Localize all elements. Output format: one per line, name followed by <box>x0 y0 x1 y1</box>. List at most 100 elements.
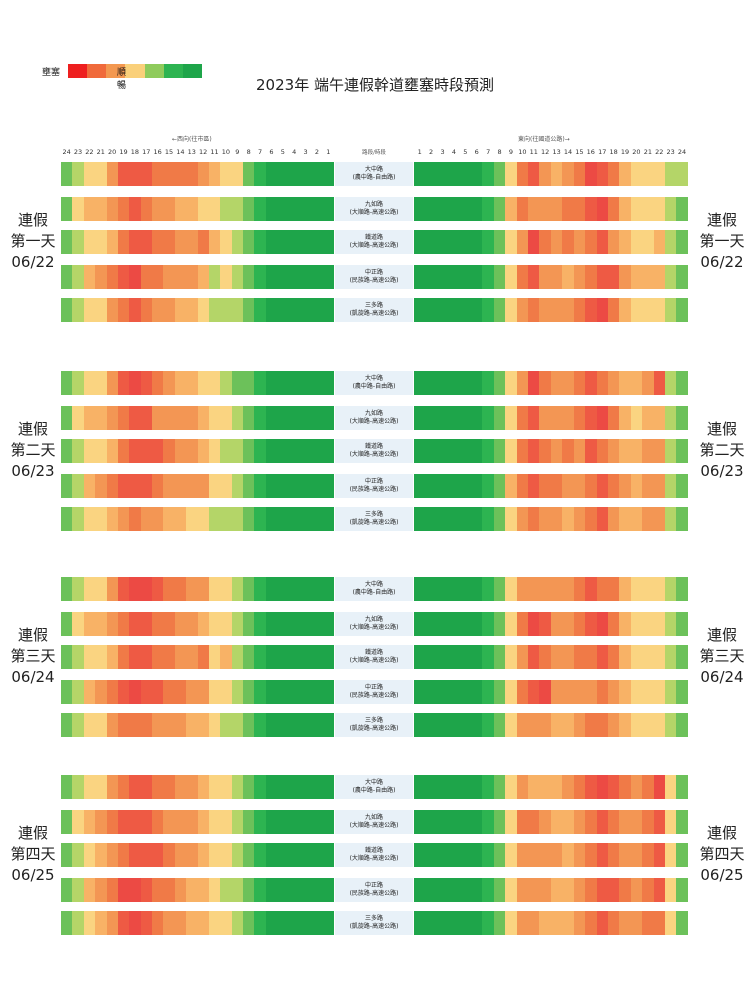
heatmap-cell <box>129 878 141 902</box>
road-name: 九如路 <box>364 616 383 623</box>
heatmap-cell <box>254 406 266 430</box>
heatmap-cell <box>186 713 198 737</box>
day-label-line2: 第二天 <box>10 441 56 459</box>
west-hour-tick: 9 <box>235 148 240 156</box>
heatmap-cell <box>505 230 517 254</box>
heatmap-cell <box>459 298 472 322</box>
heatmap-cell <box>448 474 460 498</box>
heatmap-cell <box>95 197 107 221</box>
road-segment: (凱旋路-高速公路) <box>349 519 399 526</box>
heatmap-cell <box>642 197 654 221</box>
heatmap-cell <box>573 162 586 186</box>
heatmap-cell <box>72 680 84 704</box>
heatmap-cell <box>254 878 266 902</box>
west-hour-tick: 8 <box>246 148 251 156</box>
east-hour-tick: 6 <box>474 148 479 156</box>
heatmap-cell <box>197 612 209 636</box>
heatmap-row: 九如路 (大順路-高速公路) <box>0 197 750 221</box>
heatmap-cell <box>322 474 334 498</box>
legend-swatch <box>68 64 88 78</box>
heatmap-cell <box>528 406 540 430</box>
heatmap-cell <box>231 371 243 395</box>
day-label-right: 連假 第一天 06/22 <box>691 210 750 273</box>
heatmap-cell <box>288 298 300 322</box>
heatmap-cell <box>596 507 608 531</box>
heatmap-cell <box>243 810 255 834</box>
heatmap-cell <box>83 298 96 322</box>
heatmap-cell <box>596 843 608 867</box>
heatmap-cell <box>414 612 426 636</box>
heatmap-cell <box>642 911 654 935</box>
heatmap-cell <box>186 612 198 636</box>
heatmap-cell <box>197 197 209 221</box>
heatmap-cell <box>254 298 266 322</box>
day-label-line1: 連假 <box>706 626 737 644</box>
legend-swatch <box>87 64 107 78</box>
heatmap-cell <box>311 230 323 254</box>
heatmap-cell <box>197 439 209 463</box>
heatmap-cell <box>642 645 654 669</box>
heatmap-cell <box>95 265 107 289</box>
heatmap-cell <box>414 713 426 737</box>
heatmap-cell <box>425 843 437 867</box>
day-label-date: 06/22 <box>700 253 744 271</box>
heatmap-cell <box>550 439 563 463</box>
heatmap-cell <box>208 507 221 531</box>
road-label: 鐵道路 (大順路-高速公路) <box>335 439 413 463</box>
heatmap-cell <box>414 230 426 254</box>
heatmap-cell <box>95 439 107 463</box>
heatmap-cell <box>140 878 152 902</box>
heatmap-cell <box>265 439 278 463</box>
heatmap-cell <box>174 612 187 636</box>
heatmap-cell <box>72 612 84 636</box>
heatmap-cell <box>664 577 677 601</box>
heatmap-cell <box>562 577 574 601</box>
heatmap-row: 三多路 (凱旋路-高速公路) <box>0 507 750 531</box>
heatmap-cell <box>129 371 141 395</box>
heatmap-cell <box>493 612 506 636</box>
heatmap-cell <box>299 878 312 902</box>
heatmap-cell <box>72 843 84 867</box>
heatmap-cell <box>607 645 620 669</box>
heatmap-cell <box>72 645 84 669</box>
road-segment: (農中路-自由路) <box>352 383 396 390</box>
heatmap-cell <box>95 612 107 636</box>
heatmap-cell <box>425 507 437 531</box>
heatmap-cell <box>528 878 540 902</box>
heatmap-cell <box>72 577 84 601</box>
heatmap-cell <box>562 878 574 902</box>
heatmap-cell <box>95 775 107 799</box>
west-hour-tick: 6 <box>269 148 274 156</box>
day-label-line1: 連假 <box>17 211 48 229</box>
heatmap-cell <box>550 474 563 498</box>
heatmap-cell <box>448 162 460 186</box>
heatmap-cell <box>254 507 266 531</box>
west-hour-tick: 23 <box>73 148 83 156</box>
heatmap-cell <box>619 713 631 737</box>
heatmap-cell <box>607 371 620 395</box>
west-hour-tick: 24 <box>62 148 71 156</box>
heatmap-cell <box>607 713 620 737</box>
heatmap-cell <box>664 298 677 322</box>
heatmap-cell <box>220 197 232 221</box>
heatmap-cell <box>448 713 460 737</box>
heatmap-cell <box>117 810 130 834</box>
heatmap-cell <box>83 162 96 186</box>
heatmap-cell <box>436 406 449 430</box>
heatmap-cell <box>231 577 243 601</box>
east-cells <box>414 474 688 498</box>
day-label-line2: 第三天 <box>10 647 56 665</box>
heatmap-cell <box>528 507 540 531</box>
heatmap-cell <box>539 406 551 430</box>
east-hour-tick: 5 <box>463 148 468 156</box>
day-label-left: 連假 第三天 06/24 <box>2 625 64 688</box>
heatmap-cell <box>265 197 278 221</box>
heatmap-cell <box>414 474 426 498</box>
heatmap-cell <box>61 230 73 254</box>
heatmap-cell <box>61 406 73 430</box>
heatmap-cell <box>277 162 289 186</box>
day-label-right: 連假 第四天 06/25 <box>691 823 750 886</box>
heatmap-cell <box>163 612 175 636</box>
heatmap-cell <box>607 230 620 254</box>
east-cells <box>414 298 688 322</box>
